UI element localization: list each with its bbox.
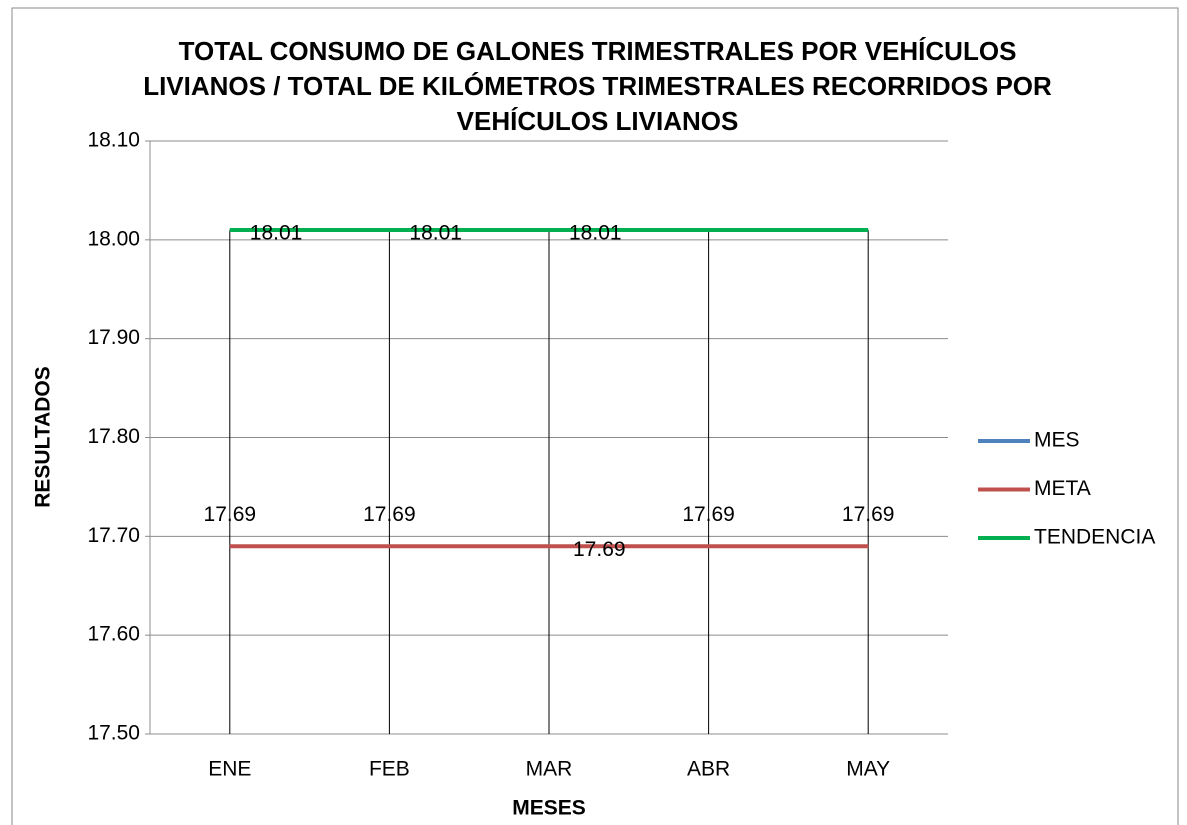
- data-label: 17.69: [573, 538, 626, 561]
- y-tick-label: 17.70: [87, 524, 140, 547]
- chart-title: TOTAL CONSUMO DE GALONES TRIMESTRALES PO…: [143, 36, 1052, 136]
- x-axis-label: MESES: [512, 797, 586, 820]
- y-axis-label: RESULTADOS: [32, 366, 55, 508]
- data-label: 17.69: [363, 503, 416, 526]
- legend-label: TENDENCIA: [1034, 526, 1155, 549]
- y-tick-label: 17.90: [87, 326, 140, 349]
- y-tick-label: 17.50: [87, 722, 140, 745]
- data-label: 18.01: [569, 221, 622, 244]
- x-tick-label: ABR: [687, 758, 730, 781]
- legend-label: META: [1034, 477, 1091, 500]
- y-tick-label: 18.10: [87, 129, 140, 152]
- data-label: 18.01: [250, 221, 303, 244]
- y-tick-label: 17.60: [87, 623, 140, 646]
- data-label: 17.69: [204, 503, 257, 526]
- x-tick-label: FEB: [369, 758, 410, 781]
- chart-border: [11, 7, 1179, 825]
- data-label: 18.01: [409, 221, 462, 244]
- y-tick-label: 17.80: [87, 425, 140, 448]
- x-tick-label: MAY: [846, 758, 890, 781]
- x-tick-label: MAR: [526, 758, 573, 781]
- data-label: 17.69: [842, 503, 895, 526]
- y-tick-label: 18.00: [87, 227, 140, 250]
- legend-label: MES: [1034, 429, 1080, 452]
- x-tick-label: ENE: [208, 758, 251, 781]
- data-label: 17.69: [682, 503, 735, 526]
